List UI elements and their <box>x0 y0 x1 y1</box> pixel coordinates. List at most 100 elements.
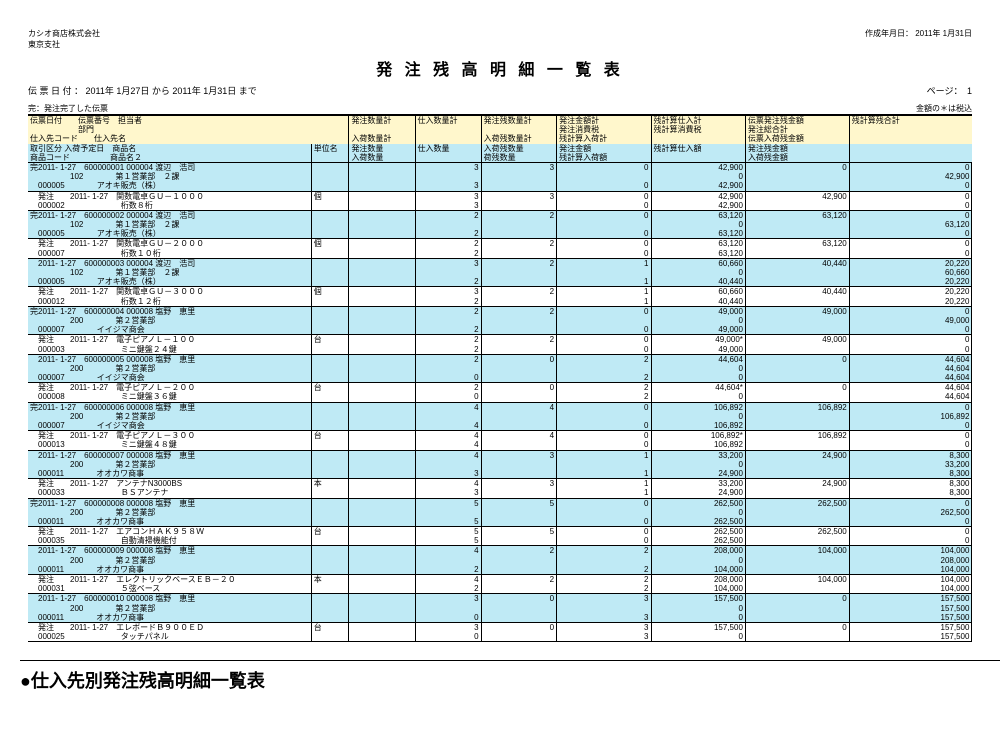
cell: 1 <box>557 297 651 307</box>
cell: 2011- 1-27 600000007 000008 塩野 恵里 <box>28 450 311 460</box>
cell <box>557 604 651 613</box>
cell: 40,440 <box>651 277 745 287</box>
cell: 44,604* <box>651 383 745 393</box>
cell <box>481 392 557 402</box>
cell <box>311 460 349 469</box>
cell: 0 <box>651 460 745 469</box>
th: 発注総合計 <box>745 125 849 134</box>
cell: 台 <box>311 335 349 345</box>
cell: 個 <box>311 287 349 297</box>
table-row: 000005 アオキ販売（株）2063,1200 <box>28 229 972 239</box>
cell: 3 <box>557 594 651 604</box>
th: 残計算入荷額 <box>557 153 651 163</box>
cell: 2 <box>415 210 481 220</box>
cell <box>349 297 415 307</box>
cell <box>349 201 415 211</box>
cell: 157,500 <box>849 604 972 613</box>
th <box>849 125 972 134</box>
cell <box>349 488 415 498</box>
cell <box>349 383 415 393</box>
cell: 0 <box>557 229 651 239</box>
cell <box>745 517 849 527</box>
cell: 0 <box>557 249 651 259</box>
cell <box>415 268 481 277</box>
cell: 000031 ５弦ベース <box>28 584 311 594</box>
cell: 2 <box>481 210 557 220</box>
th <box>481 125 557 134</box>
table-row: 200 第２営業部049,000 <box>28 316 972 325</box>
table-row: 000031 ５弦ベース22104,000104,000 <box>28 584 972 594</box>
cell <box>481 604 557 613</box>
cell: 発注 2011- 1-27 電子ピアノＬ－２００ <box>28 383 311 393</box>
footer-title: ●仕入先別発注残高明細一覧表 <box>20 660 1000 693</box>
cell <box>415 316 481 325</box>
cell <box>349 622 415 632</box>
cell: 104,000 <box>849 546 972 556</box>
th: 入荷残数量 <box>481 144 557 153</box>
cell <box>481 201 557 211</box>
cell: 000002 桁数８桁 <box>28 201 311 211</box>
cell <box>481 632 557 642</box>
cell: 40,440 <box>745 287 849 297</box>
cell: 2011- 1-27 600000010 000008 塩野 恵里 <box>28 594 311 604</box>
table-row: 完2011- 1-27 600000002 000004 渡辺 浩司22063,… <box>28 210 972 220</box>
cell <box>311 392 349 402</box>
cell <box>745 345 849 355</box>
table-row: 102 第１営業部 ２課060,660 <box>28 268 972 277</box>
cell <box>745 488 849 498</box>
cell <box>415 220 481 229</box>
cell: 8,300 <box>849 479 972 489</box>
cell <box>481 229 557 239</box>
cell: 106,892 <box>745 402 849 412</box>
cell: 台 <box>311 622 349 632</box>
cell: 2 <box>415 277 481 287</box>
cell: 3 <box>481 479 557 489</box>
cell <box>349 172 415 181</box>
table-row: 000013 ミニ鍵盤４８鍵40106,8920 <box>28 440 972 450</box>
cell: 0 <box>415 632 481 642</box>
cell: 完2011- 1-27 600000008 000008 塩野 恵里 <box>28 498 311 508</box>
cell <box>311 277 349 287</box>
branch-name: 東京支社 <box>28 39 100 50</box>
cell: 4 <box>415 575 481 585</box>
cell: 20,220 <box>849 297 972 307</box>
cell: 000005 アオキ販売（株） <box>28 181 311 191</box>
cell <box>745 392 849 402</box>
cell <box>349 162 415 172</box>
cell: 4 <box>415 440 481 450</box>
th: 部門 <box>28 125 349 134</box>
cell <box>311 412 349 421</box>
cell <box>311 556 349 565</box>
cell: 44,604 <box>651 354 745 364</box>
table-row: 2011- 1-27 600000010 000008 塩野 恵里303157,… <box>28 594 972 604</box>
cell: 3 <box>415 191 481 201</box>
cell: 157,500 <box>849 622 972 632</box>
cell <box>745 565 849 575</box>
cell: 33,200 <box>849 460 972 469</box>
cell: 台 <box>311 527 349 537</box>
cell: 0 <box>849 239 972 249</box>
cell: 2 <box>557 354 651 364</box>
cell: 200 第２営業部 <box>28 604 311 613</box>
cell <box>481 297 557 307</box>
cell <box>311 249 349 259</box>
table-row: 2011- 1-27 600000005 000008 塩野 恵里20244,6… <box>28 354 972 364</box>
table-row: 200 第２営業部033,200 <box>28 460 972 469</box>
cell: 49,000 <box>651 325 745 335</box>
cell: 60,660 <box>849 268 972 277</box>
cell: 2 <box>557 575 651 585</box>
range-label: 伝 票 日 付 ： <box>28 86 83 96</box>
cell: 0 <box>557 498 651 508</box>
cell <box>311 498 349 508</box>
cell <box>349 249 415 259</box>
cell: 208,000 <box>651 546 745 556</box>
cell: 104,000 <box>651 584 745 594</box>
cell <box>349 440 415 450</box>
cell <box>481 421 557 431</box>
created-date: 2011年 1月31日 <box>915 29 972 38</box>
table-row: 000025 タッチパネル030157,500 <box>28 632 972 642</box>
cell: 104,000 <box>651 565 745 575</box>
table-row: 000012 桁数１２桁2140,44020,220 <box>28 297 972 307</box>
cell: 0 <box>557 402 651 412</box>
th: 入荷残金額 <box>745 153 849 163</box>
